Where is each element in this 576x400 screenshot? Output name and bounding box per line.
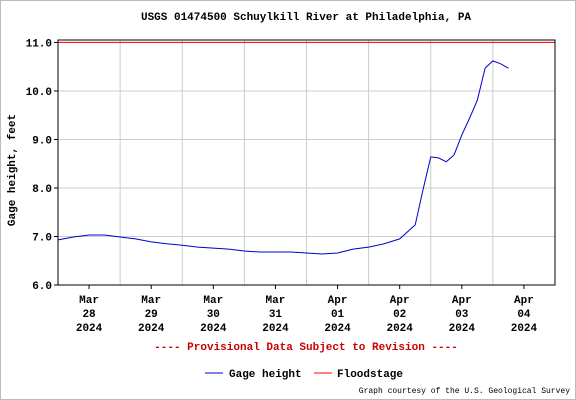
x-tick-label: 30 [207, 309, 220, 321]
y-tick-label: 8.0 [32, 184, 52, 196]
x-tick-label: 2024 [76, 323, 103, 335]
data-line [57, 60, 509, 255]
x-tick-label: Mar [79, 295, 99, 307]
y-tick-label: 9.0 [32, 135, 52, 147]
x-tick-label: 04 [517, 309, 531, 321]
x-tick-label: 31 [269, 309, 283, 321]
x-tick-label: 01 [331, 309, 345, 321]
y-tick-label: 6.0 [32, 281, 52, 293]
chart-title: USGS 01474500 Schuylkill River at Philad… [141, 12, 471, 24]
x-tick-label: Mar [266, 295, 286, 307]
x-tick-label: 2024 [138, 323, 165, 335]
x-tick-label: 03 [455, 309, 469, 321]
legend-label: Gage height [229, 369, 302, 381]
x-tick-label: 29 [145, 309, 158, 321]
y-axis-label: Gage height, feet [7, 114, 19, 226]
plot-border [57, 39, 556, 286]
x-tick-label: Mar [203, 295, 223, 307]
x-tick-label: Apr [452, 295, 472, 307]
x-tick-label: 2024 [511, 323, 538, 335]
x-tick-label: 2024 [324, 323, 351, 335]
x-tick-label: 2024 [386, 323, 413, 335]
x-tick-label: Mar [141, 295, 161, 307]
x-tick-label: 2024 [449, 323, 476, 335]
x-tick-label: Apr [514, 295, 534, 307]
legend-label: Floodstage [337, 369, 403, 381]
x-tick-label: 02 [393, 309, 406, 321]
x-tick-label: 28 [82, 309, 96, 321]
credit: Graph courtesy of the U.S. Geological Su… [359, 387, 570, 396]
y-tick-label: 11.0 [26, 38, 52, 50]
annotation: ---- Provisional Data Subject to Revisio… [154, 342, 458, 354]
x-tick-label: Apr [328, 295, 348, 307]
y-tick-label: 10.0 [26, 87, 52, 99]
y-tick-label: 7.0 [32, 232, 52, 244]
x-tick-label: Apr [390, 295, 410, 307]
x-tick-label: 2024 [262, 323, 289, 335]
x-tick-label: 2024 [200, 323, 227, 335]
